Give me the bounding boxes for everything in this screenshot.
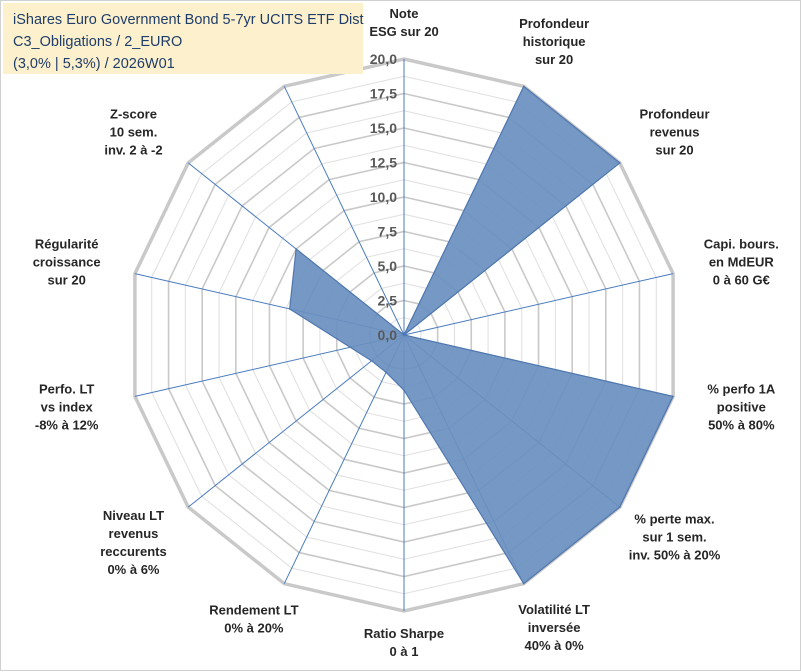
tick-label: 15,0 (370, 120, 397, 136)
axis-label-line: Profondeur (639, 106, 709, 121)
axis-label-line: ESG sur 20 (369, 24, 438, 39)
axis-label-line: en MdEUR (709, 255, 775, 270)
chart-title-box: iShares Euro Government Bond 5-7yr UCITS… (3, 3, 364, 74)
tick-label: 0,0 (378, 327, 398, 343)
axis-label: Profondeur historique sur 20 (519, 16, 589, 67)
series-point (385, 371, 387, 374)
axis-label-line: sur 1 sem. (642, 530, 706, 545)
axis-label: Rendement LT 0% à 20% (209, 603, 298, 636)
axis-label-line: croissance (33, 255, 101, 270)
tick-label: 5,0 (378, 258, 398, 274)
chart-title-line-3: (3,0% | 5,3%) / 2026W01 (13, 56, 175, 72)
axis-label-line: 0 à 1 (390, 644, 419, 659)
axis-spoke (403, 273, 674, 336)
axis-label-line: 50% à 80% (708, 417, 775, 432)
axis-label-line: 0% à 20% (224, 621, 284, 636)
axis-label-line: Perfo. LT (39, 381, 94, 396)
tick-label: 17,5 (370, 86, 397, 102)
axis-label-line: Rendement LT (209, 603, 298, 618)
axis-label-line: Capi. bours. (704, 237, 779, 252)
axis-label-line: sur 20 (48, 273, 86, 288)
tick-label: 10,0 (370, 189, 397, 205)
axis-label: % perte max. sur 1 sem. inv. 50% à 20% (629, 512, 721, 563)
axis-label-line: % perte max. (634, 512, 714, 527)
axis-label-line: Régularité (35, 237, 99, 252)
tick-label: 7,5 (378, 224, 398, 240)
tick-label: 2,5 (378, 293, 398, 309)
axis-label-line: 0 à 60 G€ (713, 273, 770, 288)
axis-label-line: inv. 50% à 20% (629, 548, 721, 563)
series-point (672, 395, 674, 398)
axis-label: Perfo. LT vs index -8% à 12% (35, 381, 99, 432)
axis-label: Z-score 10 sem. inv. 2 à -2 (104, 106, 162, 157)
axis-label-line: inv. 2 à -2 (104, 142, 162, 157)
axis-label-line: 0% à 6% (107, 562, 159, 577)
axis-label-line: Z-score (110, 106, 157, 121)
axis-label-line: positive (717, 399, 766, 414)
chart-title-line-1: iShares Euro Government Bond 5-7yr UCITS… (13, 12, 364, 28)
tick-labels: 0,0 2,5 5,0 7,5 10,0 12,5 15,0 17,5 20,0 (370, 51, 397, 343)
axis-label-line: Niveau LT (103, 508, 164, 523)
axis-label-line: revenus (109, 526, 159, 541)
axis-label-line: sur 20 (655, 142, 693, 157)
axis-label-line: reccurents (100, 544, 166, 559)
series-point (370, 360, 373, 362)
axis-label: Régularité croissance sur 20 (33, 237, 101, 288)
series-point (288, 308, 291, 310)
axis-label: % perfo 1A positive 50% à 80% (707, 381, 776, 432)
axis-label-line: % perfo 1A (707, 381, 776, 396)
axis-label-line: inversée (528, 620, 581, 635)
axis-label-line: historique (523, 34, 586, 49)
axis-label-line: revenus (650, 124, 700, 139)
axis-labels: Note ESG sur 20 Profondeur historique sur 20… (33, 6, 779, 659)
axis-label: Profondeur revenus sur 20 (639, 106, 709, 157)
axis-label-line: 10 sem. (110, 124, 158, 139)
axis-label: Note ESG sur 20 (369, 6, 438, 39)
axis-label-line: Volatilité LT (518, 602, 590, 617)
axis-label-line: 40% à 0% (524, 638, 584, 653)
axis-spoke (283, 334, 405, 584)
series-point (403, 389, 405, 392)
axis-label-line: Note (390, 6, 419, 21)
axis-label: Volatilité LT inversée 40% à 0% (518, 602, 590, 653)
axis-label-line: Ratio Sharpe (364, 626, 444, 641)
axis-label-line: Profondeur (519, 16, 589, 31)
axis-label: Niveau LT revenus reccurents 0% à 6% (100, 508, 166, 577)
series-point (349, 346, 351, 349)
series-point (522, 85, 525, 88)
axis-label-line: vs index (41, 399, 94, 414)
radar-series (288, 85, 674, 585)
tick-label: 12,5 (370, 155, 397, 171)
series-point (403, 334, 405, 336)
axis-spoke (283, 86, 405, 336)
tick-label: 20,0 (370, 51, 397, 67)
axis-label-line: -8% à 12% (35, 417, 99, 432)
series-point (295, 248, 297, 250)
series-point (618, 506, 621, 508)
series-point (522, 582, 525, 585)
chart-title-line-2: C3_Obligations / 2_EURO (13, 34, 183, 50)
series-point (618, 162, 621, 164)
axis-label: Ratio Sharpe 0 à 1 (364, 626, 444, 659)
axis-label-line: sur 20 (535, 52, 573, 67)
axis-label: Capi. bours. en MdEUR 0 à 60 G€ (704, 237, 779, 288)
series-area (289, 85, 674, 585)
axis-spoke (187, 334, 405, 508)
